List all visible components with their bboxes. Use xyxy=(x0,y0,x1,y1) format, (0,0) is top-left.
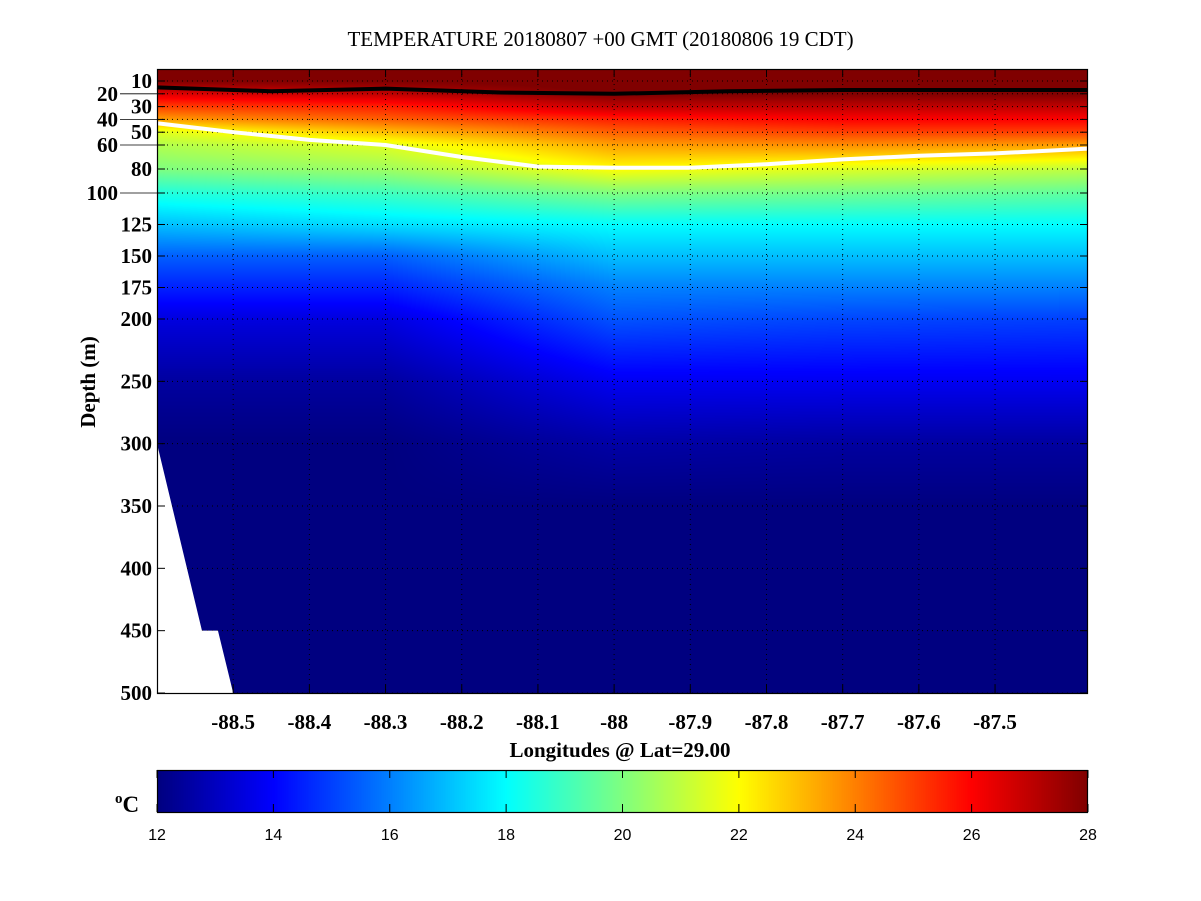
colorbar-tick-label: 16 xyxy=(381,827,399,844)
x-axis: -88.5 -88.4 -88.3 -88.2 -88.1 -88 -87.9 -87.8 -8… xyxy=(211,69,1017,734)
colorbar-tick-label: 24 xyxy=(846,827,864,844)
x-tick-label: -88.1 xyxy=(516,710,560,734)
y-tick-label: 60 xyxy=(97,133,118,157)
colorbar-unit-label: oC xyxy=(115,791,139,817)
x-tick-label: -87.8 xyxy=(745,710,789,734)
y-tick-label: 50 xyxy=(131,120,152,144)
contour-line-0 xyxy=(156,85,1088,96)
y-tick-label: 125 xyxy=(121,213,153,237)
colorbar-tick-label: 26 xyxy=(963,827,981,844)
y-tick-label: 40 xyxy=(97,107,118,131)
colorbar-tick-label: 14 xyxy=(264,827,282,844)
x-tick-label: -88.5 xyxy=(211,710,255,734)
y-tick-label: 200 xyxy=(121,307,153,331)
colorbar-tick-label: 22 xyxy=(730,827,748,844)
y-tick-label: 10 xyxy=(131,69,152,93)
y-tick-label: 175 xyxy=(121,276,153,300)
x-tick-label: -88.2 xyxy=(440,710,484,734)
x-tick-label: -88.4 xyxy=(287,710,331,734)
colorbar-ticks: 12 14 16 18 20 22 24 26 28 xyxy=(148,770,1097,844)
bathymetry-mask xyxy=(157,443,234,693)
y-axis-label: Depth (m) xyxy=(76,336,100,428)
y-tick-label: 30 xyxy=(131,95,152,119)
y-tick-label: 250 xyxy=(121,369,153,393)
contour-lines xyxy=(156,85,1089,170)
x-tick-label: -88.3 xyxy=(364,710,408,734)
colorbar-tick-label: 18 xyxy=(497,827,515,844)
y-tick-label: 80 xyxy=(131,157,152,181)
x-tick-label: -87.5 xyxy=(973,710,1017,734)
bathymetry-mask-polygon xyxy=(157,443,234,693)
y-tick-label: 150 xyxy=(121,244,153,268)
y-tick-label: 350 xyxy=(121,494,153,518)
contour-line-1 xyxy=(156,121,1089,170)
y-tick-label: 300 xyxy=(121,432,153,456)
colorbar-tick-label: 20 xyxy=(614,827,632,844)
y-tick-label: 100 xyxy=(87,181,119,205)
grid-lines xyxy=(157,69,1088,694)
x-axis-label: Longitudes @ Lat=29.00 xyxy=(509,738,730,762)
y-tick-label: 400 xyxy=(121,556,153,580)
y-tick-label: 500 xyxy=(121,681,153,705)
y-tick-label: 20 xyxy=(97,82,118,106)
chart-title: TEMPERATURE 20180807 +00 GMT (20180806 1… xyxy=(347,27,854,51)
y-tick-label: 450 xyxy=(121,619,153,643)
x-tick-label: -88 xyxy=(600,710,628,734)
x-tick-label: -87.6 xyxy=(897,710,941,734)
x-tick-label: -87.9 xyxy=(668,710,712,734)
colorbar-tick-label: 12 xyxy=(148,827,166,844)
x-tick-label: -87.7 xyxy=(821,710,865,734)
colorbar-tick-label: 28 xyxy=(1079,827,1097,844)
